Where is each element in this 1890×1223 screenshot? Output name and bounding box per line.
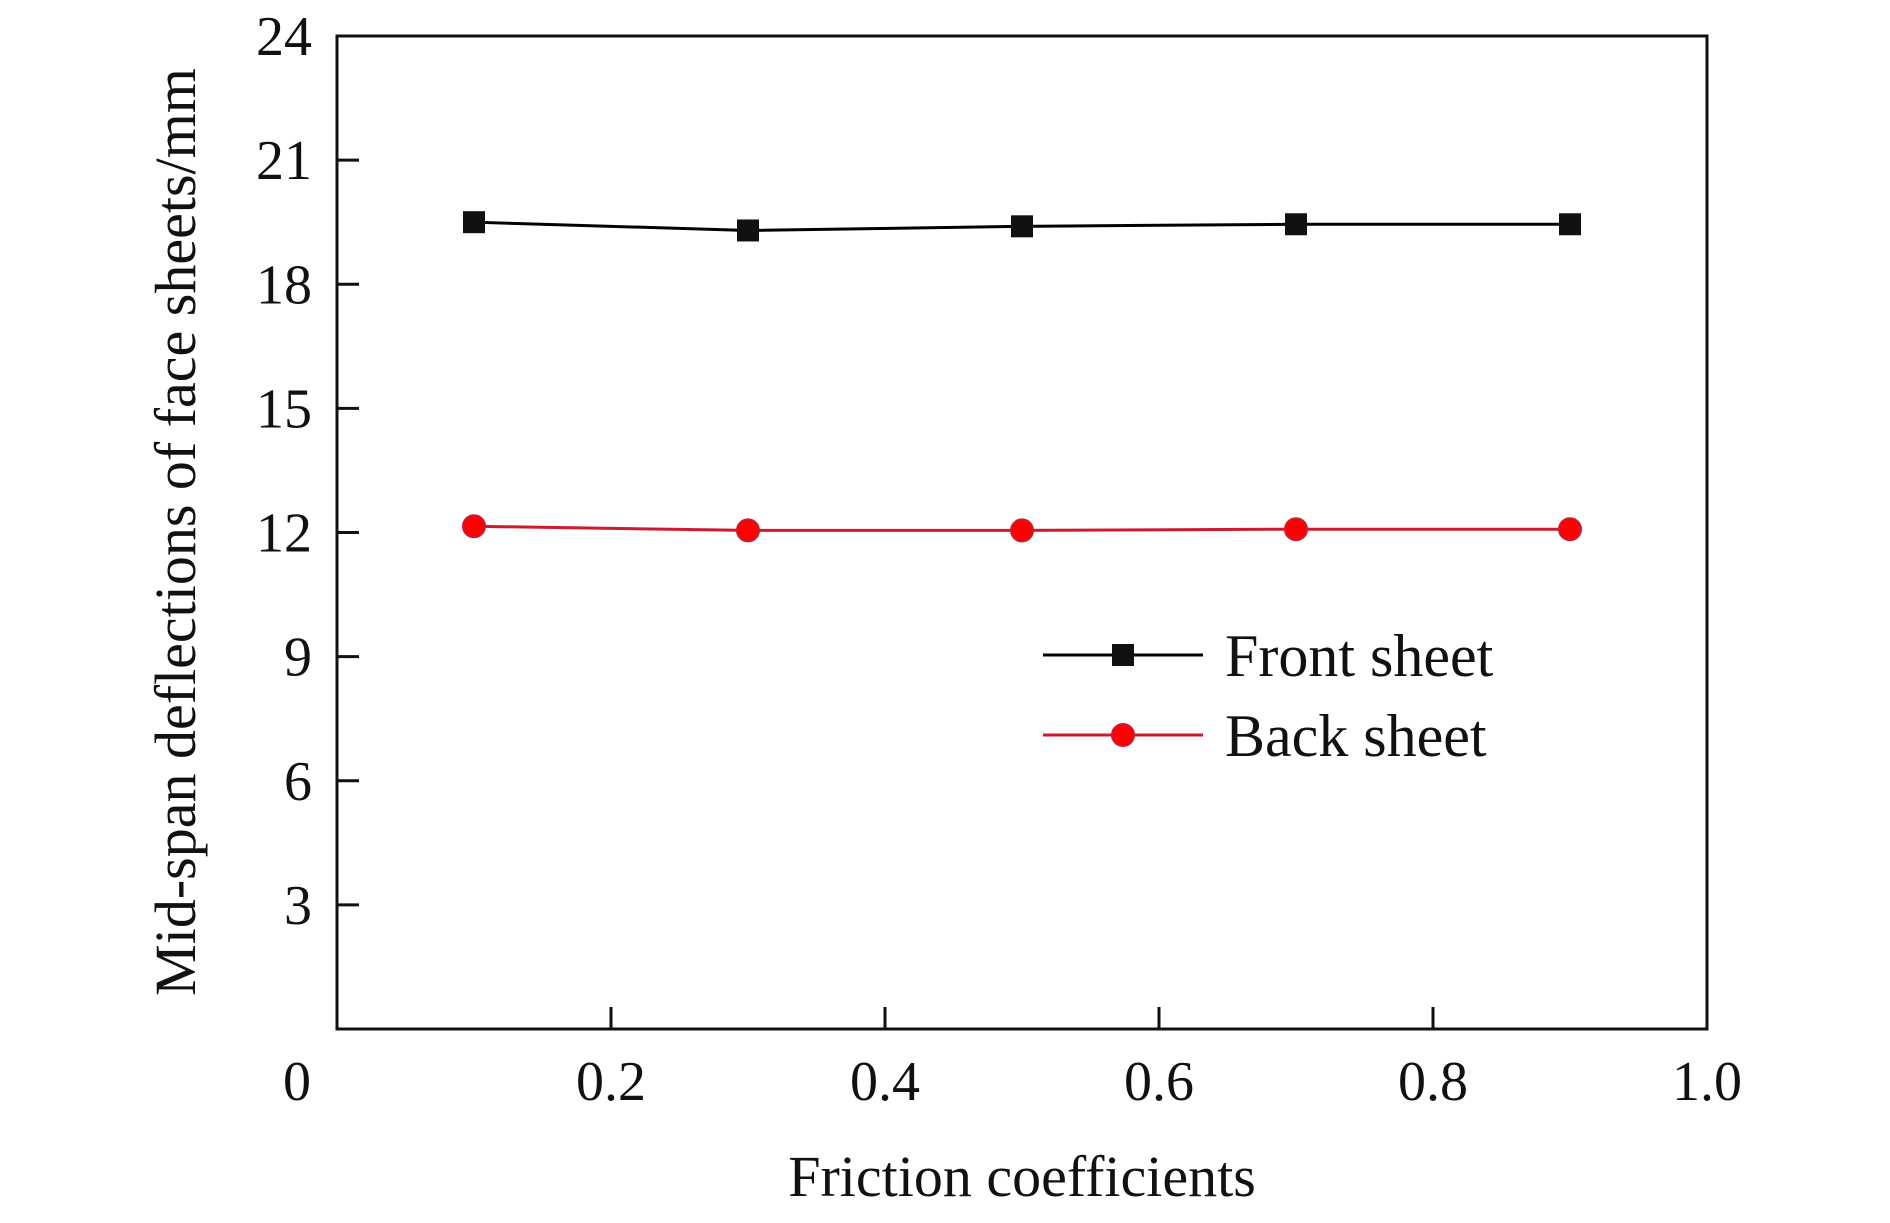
x-tick-label: 0.4 bbox=[850, 1051, 920, 1113]
series-layer bbox=[462, 211, 1582, 543]
y-tick-label: 12 bbox=[256, 503, 312, 565]
legend-back-sheet-label: Back sheet bbox=[1225, 703, 1487, 769]
y-tick-label: 21 bbox=[256, 130, 312, 192]
back-sheet-point bbox=[736, 518, 760, 543]
back-sheet-point bbox=[462, 514, 486, 539]
y-axis: 3 6 9 12 15 18 21 24 bbox=[256, 6, 359, 937]
x-axis-title: Friction coefficients bbox=[788, 1144, 1256, 1209]
front-sheet-point bbox=[1011, 215, 1033, 238]
x-axis: 0.2 0.4 0.6 0.8 1.0 bbox=[576, 1007, 1742, 1113]
y-tick-label: 3 bbox=[284, 875, 312, 937]
legend: Front sheet Back sheet bbox=[1043, 623, 1494, 769]
y-tick-label: 15 bbox=[256, 378, 312, 440]
front-sheet-point bbox=[737, 219, 759, 242]
front-sheet-point bbox=[1285, 213, 1307, 236]
y-tick-label: 6 bbox=[284, 751, 312, 813]
legend-back-sheet-marker bbox=[1111, 723, 1135, 747]
y-tick-label: 18 bbox=[256, 254, 312, 316]
x-tick-label: 0.6 bbox=[1124, 1051, 1194, 1113]
legend-front-sheet-marker bbox=[1112, 644, 1134, 666]
x-tick-label: 1.0 bbox=[1672, 1051, 1742, 1113]
y-tick-label: 24 bbox=[256, 6, 312, 68]
y-axis-title: Mid-span deflections of face sheets/mm bbox=[143, 68, 208, 996]
back-sheet-point bbox=[1284, 517, 1308, 542]
front-sheet-point bbox=[1559, 213, 1581, 236]
back-sheet-point bbox=[1558, 517, 1582, 542]
x-tick-label: 0.2 bbox=[576, 1051, 646, 1113]
front-sheet-point bbox=[463, 211, 485, 234]
origin-tick-label: 0 bbox=[283, 1051, 311, 1113]
x-tick-label: 0.8 bbox=[1398, 1051, 1468, 1113]
legend-front-sheet-label: Front sheet bbox=[1225, 623, 1494, 689]
y-tick-label: 9 bbox=[284, 627, 312, 689]
back-sheet-point bbox=[1010, 518, 1034, 543]
